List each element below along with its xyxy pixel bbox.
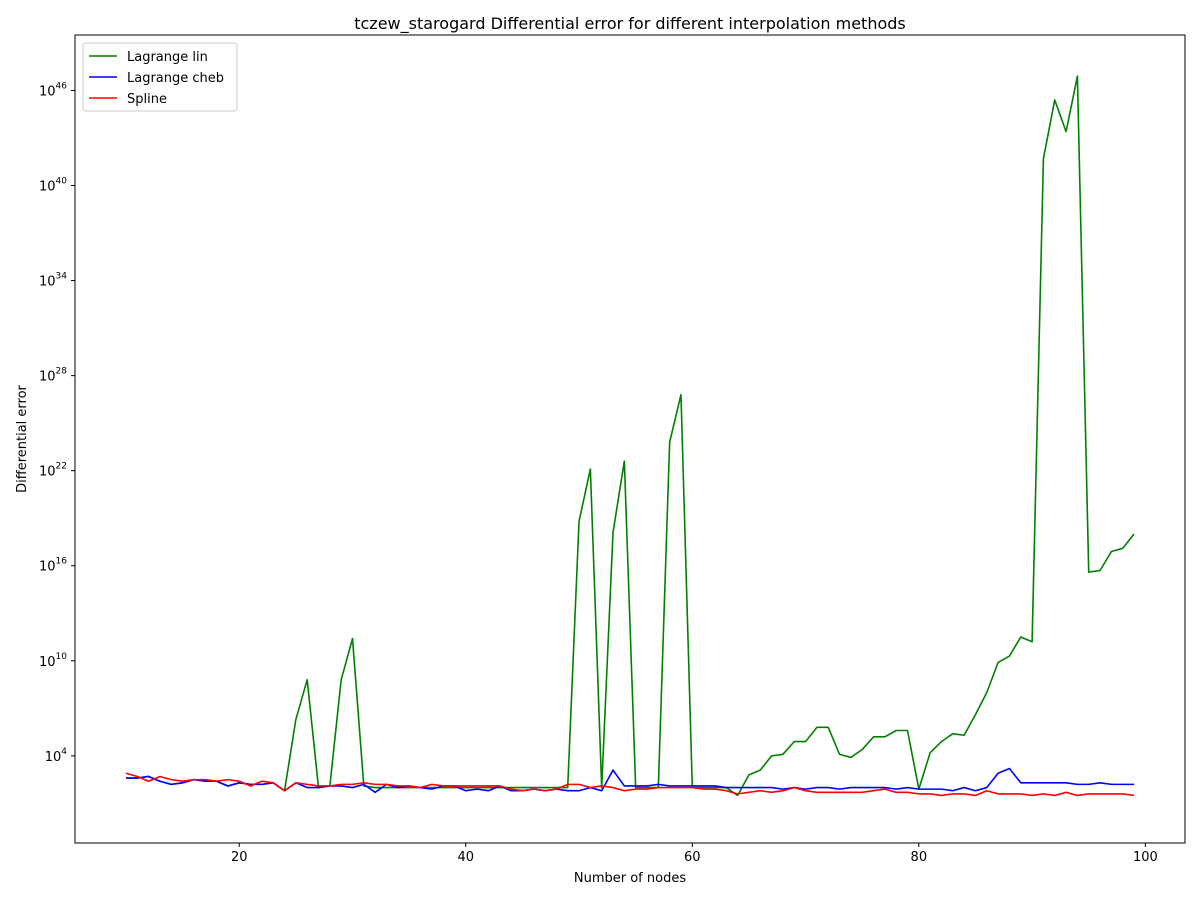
axes-frame [74,34,1186,844]
plot-area [125,75,1135,797]
legend-label: Spline [127,92,167,107]
y-tick-label: 1034 [39,272,67,290]
chart-title: tczew_starogard Differential error for d… [354,14,906,34]
x-axis: 20 40 60 80 100 [231,843,1158,865]
y-tick-label: 1010 [39,652,67,670]
y-tick-label: 1028 [39,367,67,385]
x-tick-label: 20 [231,850,248,865]
x-tick-label: 80 [911,850,928,865]
x-tick-label: 40 [457,850,474,865]
legend-label: Lagrange cheb [127,71,224,86]
x-axis-label: Number of nodes [574,871,686,886]
y-tick-label: 1022 [39,462,67,480]
legend-box [82,42,238,112]
legend-label: Lagrange lin [127,50,208,65]
series-line-spline [125,772,1135,797]
y-axis: 104 1010 1016 1022 1028 1034 1040 1046 [39,81,75,765]
y-tick-label: 1040 [39,177,67,195]
y-tick-label: 1046 [39,81,67,99]
x-tick-label: 100 [1133,850,1158,865]
y-axis-label: Differential error [15,384,30,492]
x-tick-label: 60 [684,850,701,865]
series-line-lagrange-lin [125,75,1135,797]
legend: Lagrange lin Lagrange cheb Spline [82,42,238,112]
y-tick-label: 104 [45,747,68,765]
y-tick-label: 1016 [39,557,67,575]
